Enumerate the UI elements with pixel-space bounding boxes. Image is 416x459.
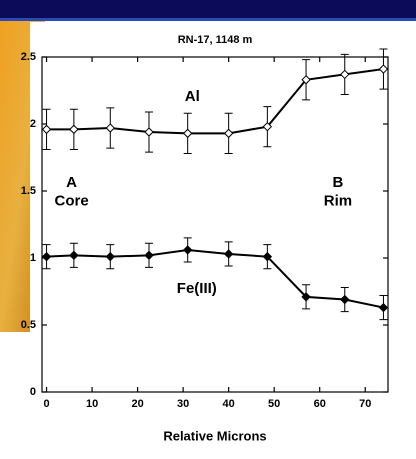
data-point [144, 250, 154, 261]
x-tick-label: 0 [43, 398, 49, 410]
annotation: Rim [324, 193, 352, 210]
data-point [105, 123, 115, 133]
y-tick-label: 0 [30, 386, 36, 398]
data-point [41, 124, 52, 135]
series-line [46, 248, 384, 309]
data-point [340, 294, 350, 305]
chart-title: RN-17, 1148 m [178, 34, 253, 46]
data-point [182, 245, 193, 255]
x-axis-label: Relative Microns [163, 428, 266, 443]
data-point [182, 128, 193, 139]
x-tick-label: 20 [131, 398, 143, 410]
data-point [69, 250, 79, 261]
y-tick-label: 1.5 [21, 185, 36, 197]
annotation: B [332, 174, 343, 191]
header-bar [0, 0, 416, 18]
series-label: Al [185, 88, 200, 105]
annotation: Core [54, 193, 88, 210]
data-point [41, 251, 52, 262]
data-point [223, 128, 234, 139]
data-point [340, 69, 350, 80]
x-tick-label: 60 [314, 398, 326, 410]
data-point [69, 124, 79, 135]
plot-frame [41, 56, 389, 393]
y-tick-label: 0.5 [21, 319, 36, 331]
y-tick-label: 2.5 [21, 51, 36, 63]
data-point [223, 249, 234, 259]
data-point [144, 127, 154, 137]
data-point [262, 251, 273, 262]
data-point [378, 64, 389, 74]
data-point [301, 75, 311, 85]
x-tick-label: 10 [86, 398, 98, 410]
x-tick-label: 50 [268, 398, 280, 410]
x-tick-label: 40 [223, 398, 235, 410]
x-tick-label: 30 [177, 398, 189, 410]
x-tick-label: 70 [359, 398, 371, 410]
annotation: A [66, 174, 77, 191]
data-point [262, 121, 273, 132]
data-point [378, 302, 389, 313]
series-label: Fe(III) [177, 280, 217, 297]
data-point [301, 292, 311, 302]
y-tick-label: 1 [30, 252, 36, 264]
data-point [105, 251, 115, 262]
header-line [0, 18, 416, 21]
chart-panel [30, 22, 416, 459]
y-tick-label: 2 [30, 118, 36, 130]
series-line [46, 68, 384, 135]
